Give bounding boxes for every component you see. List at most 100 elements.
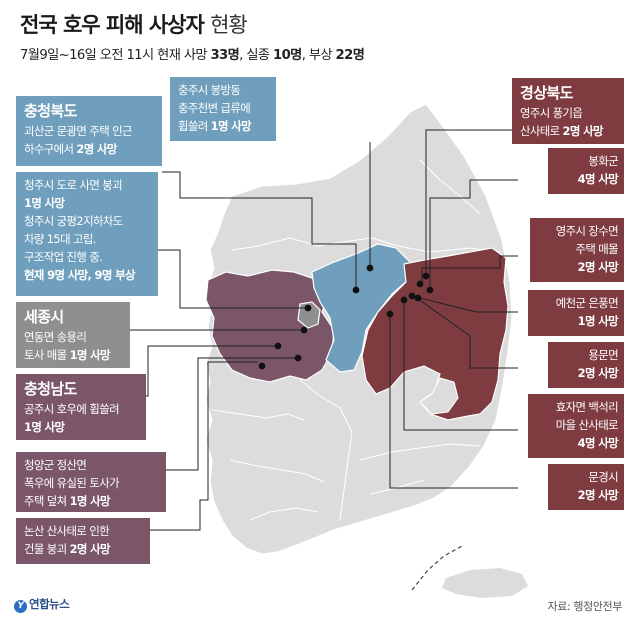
title-suffix: 현황 — [210, 13, 248, 37]
cheongyang-casualty: 1명 사망 — [69, 494, 111, 508]
region-chungbuk — [311, 243, 411, 373]
cheongju-line-1: 청주시 도로 사면 붕괴 — [24, 178, 123, 192]
yeongju-punggi-line-1: 영주시 풍기읍 — [520, 106, 583, 120]
page-subtitle: 7월9일~16일 오전 11시 현재 사망 33명, 실종 10명, 부상 22… — [20, 44, 365, 63]
yecheon-casualty: 1명 사망 — [577, 314, 619, 328]
chungju-line-3: 휩쓸려 — [178, 119, 211, 133]
box-nonsan: 논산 산사태로 인한 건물 붕괴 2명 사망 — [16, 518, 150, 564]
chungnam-heading: 충청남도 — [24, 380, 77, 398]
leader-mungyeong — [389, 312, 518, 489]
leader-hyoja — [403, 300, 518, 431]
goesan-line-2: 하수구에서 — [24, 142, 77, 156]
box-cheongyang: 청양군 정산면 폭우에 유실된 토사가 주택 덮쳐 1명 사망 — [16, 452, 166, 512]
yongmun-casualty: 2명 사망 — [577, 366, 619, 380]
source-note: 자료: 행정안전부 — [547, 600, 623, 613]
dot-mungyeong — [386, 310, 394, 318]
goesan-casualty: 2명 사망 — [76, 142, 117, 156]
subtitle-prefix: 7월9일~16일 오전 11시 현재 사망 — [20, 48, 211, 63]
yonhap-logo-icon: Y — [14, 600, 27, 613]
box-chungbuk-goesan: 충청북도 괴산군 문광면 주택 인근 하수구에서 2명 사망 — [16, 96, 162, 166]
box-yeongju-jangsu: 영주시 장수면 주택 매몰 2명 사망 — [530, 218, 624, 282]
jangsu-line-2: 주택 매몰 — [575, 242, 618, 256]
dot-chungju — [366, 264, 374, 272]
cheongju-line-5: 구조작업 진행 중. — [24, 250, 103, 264]
cheongju-casualty-1: 1명 사망 — [24, 196, 65, 210]
box-yongmun: 용문면 2명 사망 — [548, 342, 624, 388]
jangsu-casualty: 2명 사망 — [577, 260, 619, 274]
hyoja-line-2: 마을 산사태로 — [555, 418, 619, 432]
dot-yecheon — [414, 294, 422, 302]
nonsan-line-1: 논산 산사태로 인한 — [24, 524, 110, 538]
dot-cheongju — [304, 304, 312, 312]
region-daegu — [419, 377, 459, 415]
leader-goesan — [162, 171, 357, 290]
nonsan-line-2: 건물 붕괴 — [24, 542, 70, 556]
bonghwa-casualty: 4명 사망 — [577, 172, 619, 186]
yeongju-punggi-casualty: 2명 사망 — [562, 124, 604, 138]
subtitle-missing: 10명 — [273, 48, 302, 63]
yecheon-line-1: 예천군 은풍면 — [555, 296, 619, 310]
dot-goesan — [352, 286, 360, 294]
cheongju-casualty-2: 현재 9명 사망, 9명 부상 — [24, 268, 135, 282]
box-mungyeong: 문경시 2명 사망 — [548, 464, 624, 510]
yongmun-line-1: 용문면 — [588, 348, 618, 362]
box-chungju: 충주시 봉방동 충주천변 급류에 휩쓸려 1명 사망 — [170, 77, 276, 141]
hyoja-casualty: 4명 사망 — [577, 436, 619, 450]
box-hyoja: 효자면 백석리 마을 산사태로 4명 사망 — [528, 394, 624, 458]
title-main: 전국 호우 피해 사상자 — [20, 13, 205, 37]
gongju-casualty: 1명 사망 — [24, 420, 65, 434]
dot-cheongyang — [294, 354, 302, 362]
cheongyang-line-3: 주택 덮쳐 — [24, 494, 70, 508]
logo-text: 연합뉴스 — [29, 597, 70, 611]
sejong-line-1: 연동면 송용리 — [24, 330, 87, 344]
sejong-heading: 세종시 — [24, 308, 64, 326]
subtitle-injured: 22명 — [335, 48, 365, 63]
subtitle-deaths: 33명 — [210, 48, 240, 63]
dot-yeongju-jangsu — [416, 280, 424, 288]
bonghwa-line-1: 봉화군 — [588, 154, 618, 168]
dot-chungnam-gongju — [274, 342, 282, 350]
chungbuk-heading: 충청북도 — [24, 102, 77, 120]
box-cheongju: 청주시 도로 사면 붕괴 1명 사망 청주시 궁평2지하차도 차량 15대 고립… — [16, 172, 158, 296]
cheongyang-line-1: 청양군 정산면 — [24, 458, 87, 472]
dot-bonghwa — [426, 286, 434, 294]
box-bonghwa: 봉화군 4명 사망 — [548, 148, 624, 194]
leader-yecheon — [419, 297, 518, 313]
chungju-line-2: 충주천변 급류에 — [178, 101, 251, 115]
cheongju-line-3: 청주시 궁평2지하차도 — [24, 214, 123, 228]
dot-yongmun — [408, 292, 416, 300]
jangsu-line-1: 영주시 장수면 — [555, 224, 619, 238]
leader-yeongju-punggi — [425, 129, 518, 276]
box-chungnam-gongju: 충청남도 공주시 호우에 휩쓸려 1명 사망 — [16, 374, 146, 440]
chungju-casualty: 1명 사망 — [210, 119, 252, 133]
yonhap-logo: Y 연합뉴스 — [14, 596, 70, 613]
mungyeong-line-1: 문경시 — [588, 470, 618, 484]
subtitle-sep-injured: , 부상 — [301, 48, 336, 63]
dot-hyoja — [400, 296, 408, 304]
subtitle-sep-missing: , 실종 — [239, 48, 274, 63]
yeongju-punggi-line-2: 산사태로 — [520, 124, 563, 138]
leader-yeongju-jangsu — [421, 255, 518, 282]
leader-nonsan — [150, 361, 258, 531]
land-jeju — [442, 568, 528, 598]
dot-yeongju-punggi — [422, 272, 430, 280]
sejong-line-2: 토사 매몰 — [24, 348, 70, 362]
leader-cheongyang — [166, 357, 298, 471]
region-chungnam — [205, 269, 335, 383]
incident-dots — [258, 264, 434, 370]
jeju-dashed-boundary — [411, 545, 463, 591]
leader-yongmun — [413, 295, 518, 369]
dot-nonsan — [258, 362, 266, 370]
nonsan-casualty: 2명 사망 — [69, 542, 111, 556]
chungju-line-1: 충주시 봉방동 — [178, 83, 241, 97]
dot-sejong — [300, 326, 308, 334]
cheongyang-line-2: 폭우에 유실된 토사가 — [24, 476, 120, 490]
page-title: 전국 호우 피해 사상자 현황 — [20, 9, 248, 39]
mungyeong-casualty: 2명 사망 — [577, 488, 619, 502]
cheongju-line-4: 차량 15대 고립. — [24, 232, 96, 246]
leader-cheongju — [158, 249, 308, 309]
leader-bonghwa — [429, 179, 518, 290]
box-yecheon: 예천군 은풍면 1명 사망 — [528, 290, 624, 336]
